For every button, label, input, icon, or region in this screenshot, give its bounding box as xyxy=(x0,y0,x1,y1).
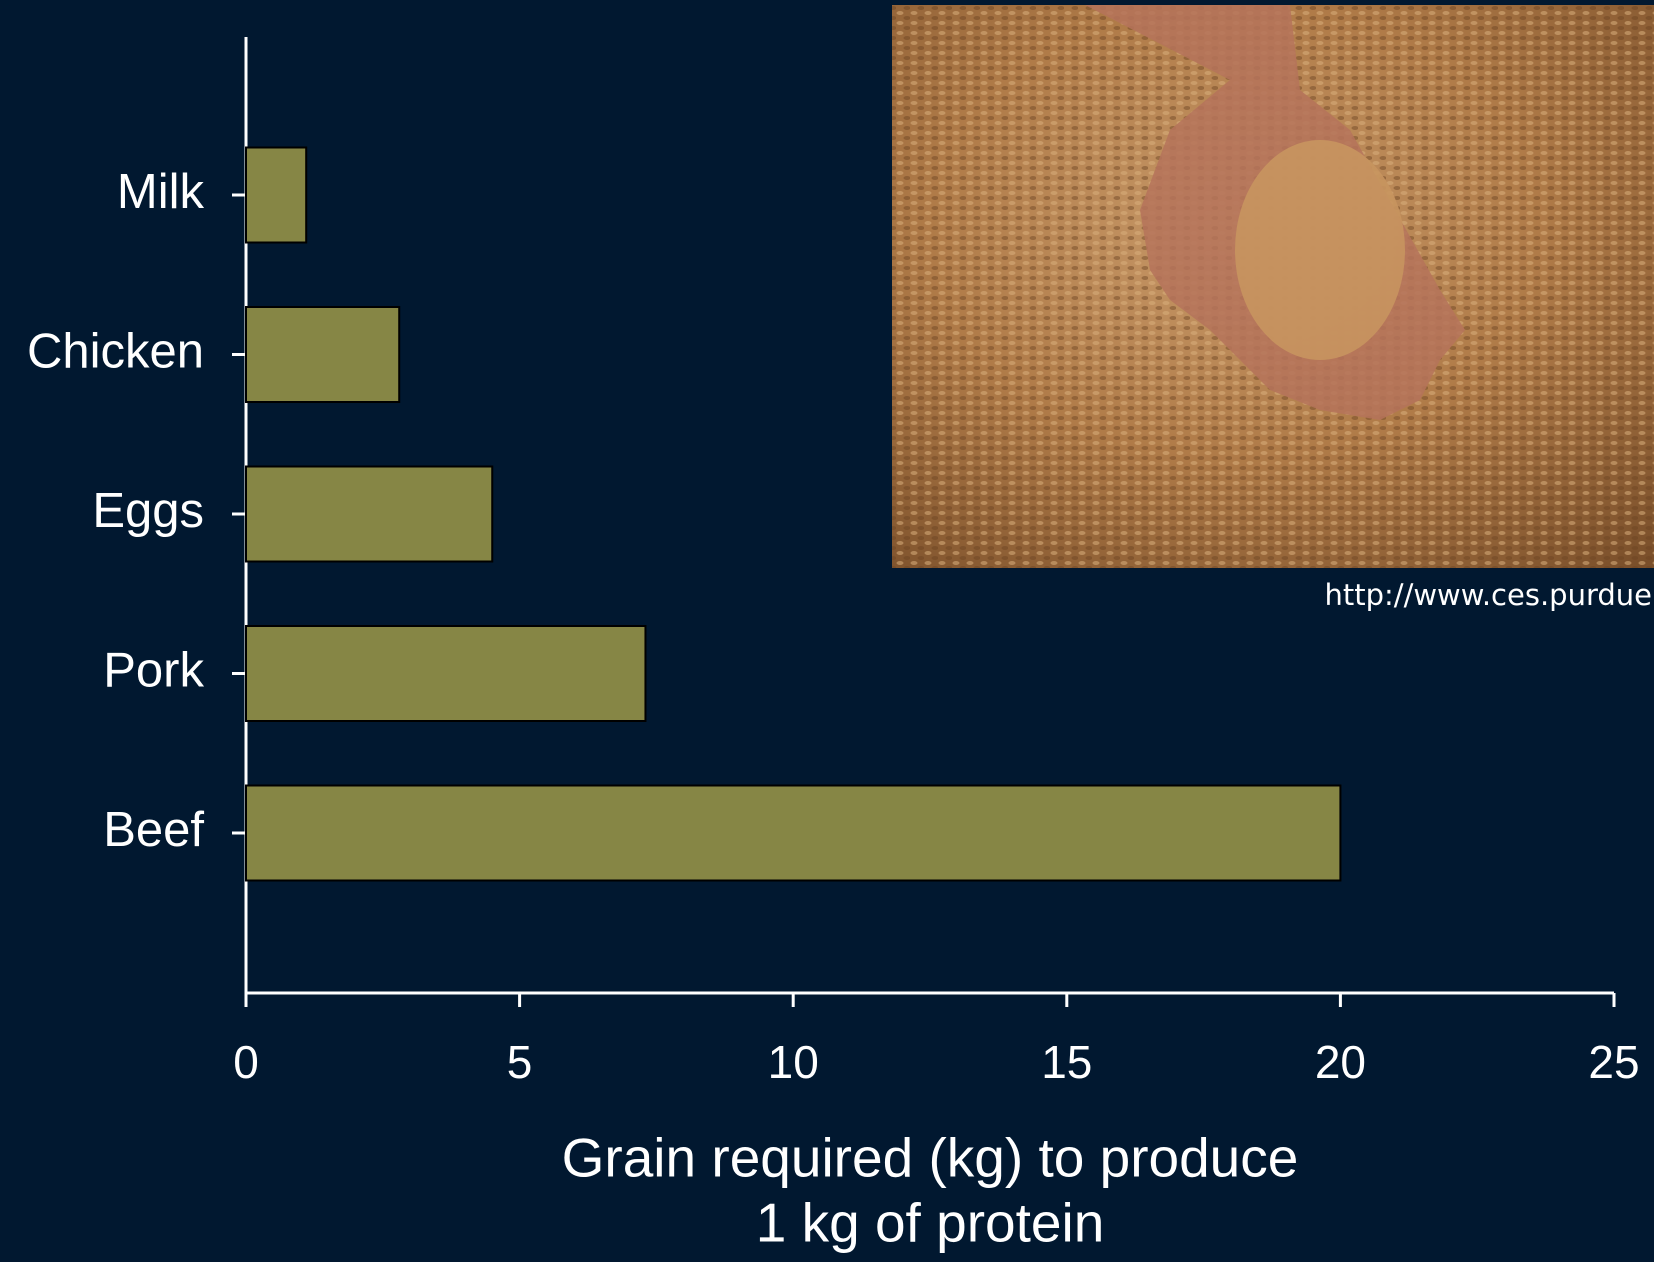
x-axis-label: Grain required (kg) to produce xyxy=(562,1127,1299,1189)
x-axis-label: 1 kg of protein xyxy=(756,1192,1105,1254)
x-tick-label: 25 xyxy=(1588,1036,1639,1088)
x-tick-label: 20 xyxy=(1315,1036,1366,1088)
y-tick-label: Chicken xyxy=(27,324,204,378)
x-tick-label: 15 xyxy=(1041,1036,1092,1088)
y-tick-label: Pork xyxy=(103,643,204,697)
bar xyxy=(245,784,1342,882)
photo-grain-handful xyxy=(1235,140,1405,360)
x-tick-label: 5 xyxy=(507,1036,533,1088)
photo xyxy=(892,5,1654,568)
y-tick-label: Eggs xyxy=(92,484,204,538)
source-caption: http://www.ces.purdue xyxy=(1325,578,1653,612)
x-tick-label: 0 xyxy=(233,1036,259,1088)
bar xyxy=(245,146,308,244)
bar xyxy=(245,465,494,563)
bar xyxy=(245,306,401,403)
y-tick-label: Milk xyxy=(117,165,205,219)
y-tick-label: Beef xyxy=(103,803,204,857)
x-tick-label: 10 xyxy=(768,1036,819,1088)
bar xyxy=(245,625,647,722)
